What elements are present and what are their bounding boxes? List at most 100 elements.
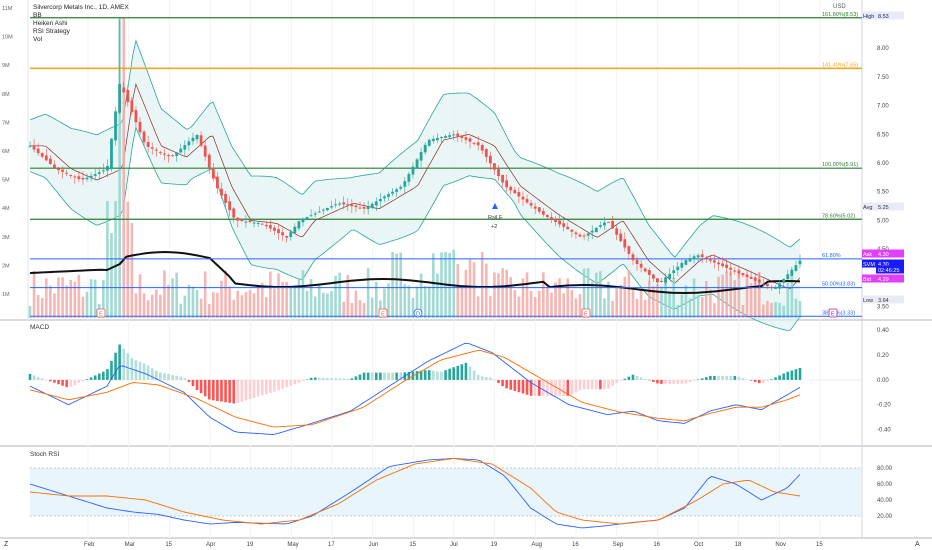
candle-body (391, 191, 394, 194)
candle-body (472, 142, 476, 144)
macd-histogram-bar (110, 360, 113, 380)
price-tag-value-bg (876, 202, 904, 211)
candle-body (163, 153, 166, 155)
candle-body (737, 270, 741, 274)
candle-body (44, 155, 48, 161)
candle-body (594, 227, 598, 233)
macd-histogram-bar (627, 376, 631, 380)
volume-bar (285, 281, 288, 318)
macd-histogram-bar (187, 379, 191, 383)
macd-histogram-bar (224, 379, 227, 403)
candle-body (53, 164, 56, 168)
volume-bar (766, 300, 769, 318)
volume-bar (546, 284, 549, 318)
price-axis-tick-label: 5.00 (877, 218, 889, 224)
macd-histogram-bar (399, 372, 403, 380)
volume-axis-tick-label: 4M (2, 206, 10, 212)
candle-body (427, 139, 431, 146)
volume-bar (36, 295, 40, 318)
chart-title[interactable]: Silvercorp Metals Inc., 1D, AMEX (33, 4, 129, 11)
candle-body (32, 145, 36, 150)
macd-histogram-bar (757, 379, 761, 384)
volume-bar (696, 294, 700, 318)
fibonacci-levels[interactable]: 161.80%(8.53) 141.40%(7.65) 100.00%(5.91) 7… (30, 12, 862, 317)
macd-histogram-bar (391, 372, 394, 380)
volume-bar (778, 302, 781, 318)
candle-body (252, 222, 256, 224)
candle-body (717, 262, 720, 265)
volume-bar (77, 274, 81, 318)
auto-scale-button[interactable]: A (915, 541, 920, 548)
macd-histogram-bar (770, 379, 773, 380)
volume-bar (289, 286, 293, 318)
fib-level-label: 100.00%(5.91) (822, 162, 858, 168)
macd-histogram-bar (277, 379, 280, 391)
price-tag-value: 5.25 (878, 205, 889, 211)
macd-histogram-bar (647, 379, 651, 381)
candle-body (150, 147, 154, 149)
macd-histogram-bar (521, 379, 525, 394)
candle-body (89, 175, 93, 179)
indicator-rsi-strategy[interactable]: RSI Strategy (33, 28, 70, 35)
volume-bar (32, 271, 36, 318)
candle-body (273, 227, 276, 231)
candle-body (256, 222, 260, 224)
candle-body (488, 155, 492, 164)
candle-body (639, 263, 643, 268)
volume-bar (220, 280, 223, 318)
volume-bar (643, 299, 647, 318)
macd-histogram-bar (122, 348, 126, 380)
volume-moving-average-line (29, 250, 801, 295)
price-tag-label-bg (862, 249, 876, 258)
macd-histogram-bar (497, 379, 500, 383)
volume-bar (525, 272, 529, 318)
candle-body (305, 217, 309, 221)
candle-body (374, 201, 378, 206)
candle-body (61, 169, 64, 172)
macd-histogram-bar (501, 379, 504, 387)
indicator-heiken-ashi[interactable]: Heiken Ashi (33, 20, 68, 27)
price-tag-value-bg (876, 265, 904, 274)
volume-bar (183, 295, 187, 318)
candle-body (101, 170, 105, 172)
time-axis-tick-label: 19 (491, 542, 498, 548)
candle-body (244, 221, 248, 223)
fib-level-label: 61.80% (822, 253, 841, 259)
volume-bar (749, 283, 753, 318)
volume-bar (163, 270, 166, 318)
candle-body (713, 260, 716, 263)
macd-histogram-bar (97, 373, 101, 380)
candle-body (387, 194, 390, 197)
timezone-z-icon[interactable]: Z (4, 541, 9, 548)
volume-bar (570, 289, 574, 318)
candle-body (761, 283, 765, 285)
indicator-vol[interactable]: Vol (33, 36, 43, 43)
macd-histogram-bar (542, 379, 545, 396)
candle-body (440, 136, 443, 139)
macd-histogram-bar (762, 379, 765, 384)
candle-body (554, 219, 557, 222)
candle-body (708, 258, 712, 261)
macd-histogram-bar (362, 372, 366, 380)
volume-bar (550, 292, 553, 318)
candle-body (505, 180, 509, 188)
price-tag-value: 4.30 (878, 262, 889, 268)
bollinger-basis-line (30, 82, 801, 289)
indicator-bb[interactable]: BB (33, 12, 42, 19)
macd-histogram-bar (163, 373, 166, 380)
candle-body (578, 234, 582, 237)
time-axis-tick-label: 15 (409, 542, 416, 548)
candle-body (798, 260, 802, 265)
candle-body (264, 224, 268, 227)
volume-bar (362, 303, 366, 318)
macd-histogram-bar (517, 379, 521, 393)
volume-bar (252, 293, 256, 318)
candle-body (749, 276, 753, 279)
volume-bar (61, 277, 64, 318)
volume-bar (529, 290, 533, 318)
macd-histogram-bar (452, 367, 456, 380)
macd-histogram-bar (342, 378, 346, 380)
volume-bar (493, 272, 496, 318)
macd-histogram-bar (28, 373, 32, 380)
